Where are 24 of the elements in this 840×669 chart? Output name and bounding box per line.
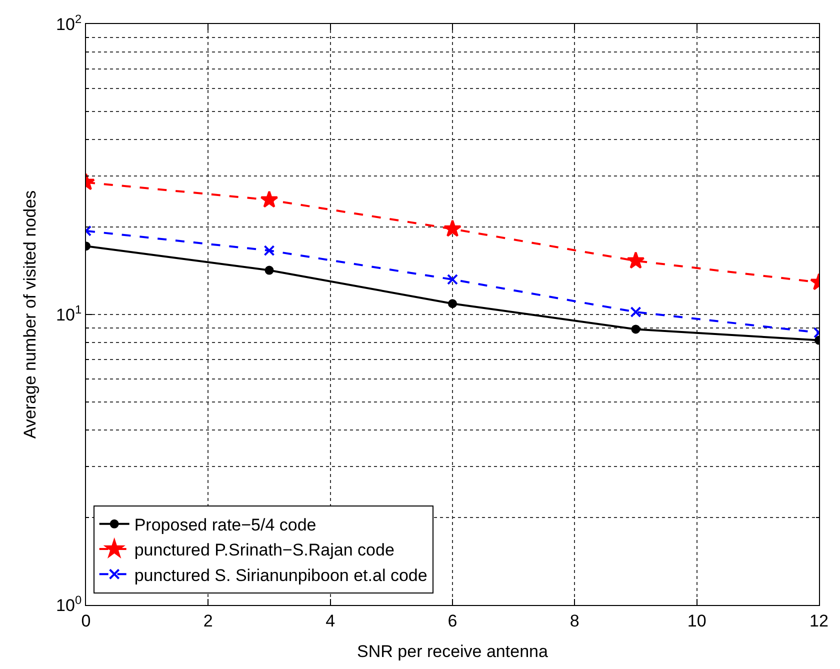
x-axis-title: SNR per receive antenna [357,642,548,661]
point [264,266,274,275]
legend-label: punctured S. Sirianunpiboon et.al code [134,566,428,585]
legend-label: Proposed rate−5/4 code [134,516,316,535]
point [448,299,457,308]
y-tick-label: 10$^{1}$ [56,302,82,324]
y-tick-label: 10$^{0}$ [56,592,82,615]
point [260,190,278,208]
y-axis-title: Average number of visited nodes [20,190,40,439]
x-tick-label: 12 [810,611,828,630]
x-tick-label: 10 [687,611,706,630]
point [626,251,645,269]
point [630,306,642,318]
point [444,220,462,237]
x-tick-label: 0 [81,611,91,630]
point [631,324,640,334]
point [447,274,458,285]
x-tick-label: 4 [326,611,336,630]
x-tick-label: 6 [448,611,458,630]
x-tick-label: 2 [203,611,213,630]
point [264,245,275,256]
y-tick-label: 10$^{2}$ [56,12,82,34]
legend-label: punctured P.Srinath−S.Rajan code [134,540,394,560]
x-tick-label: 8 [570,611,580,630]
